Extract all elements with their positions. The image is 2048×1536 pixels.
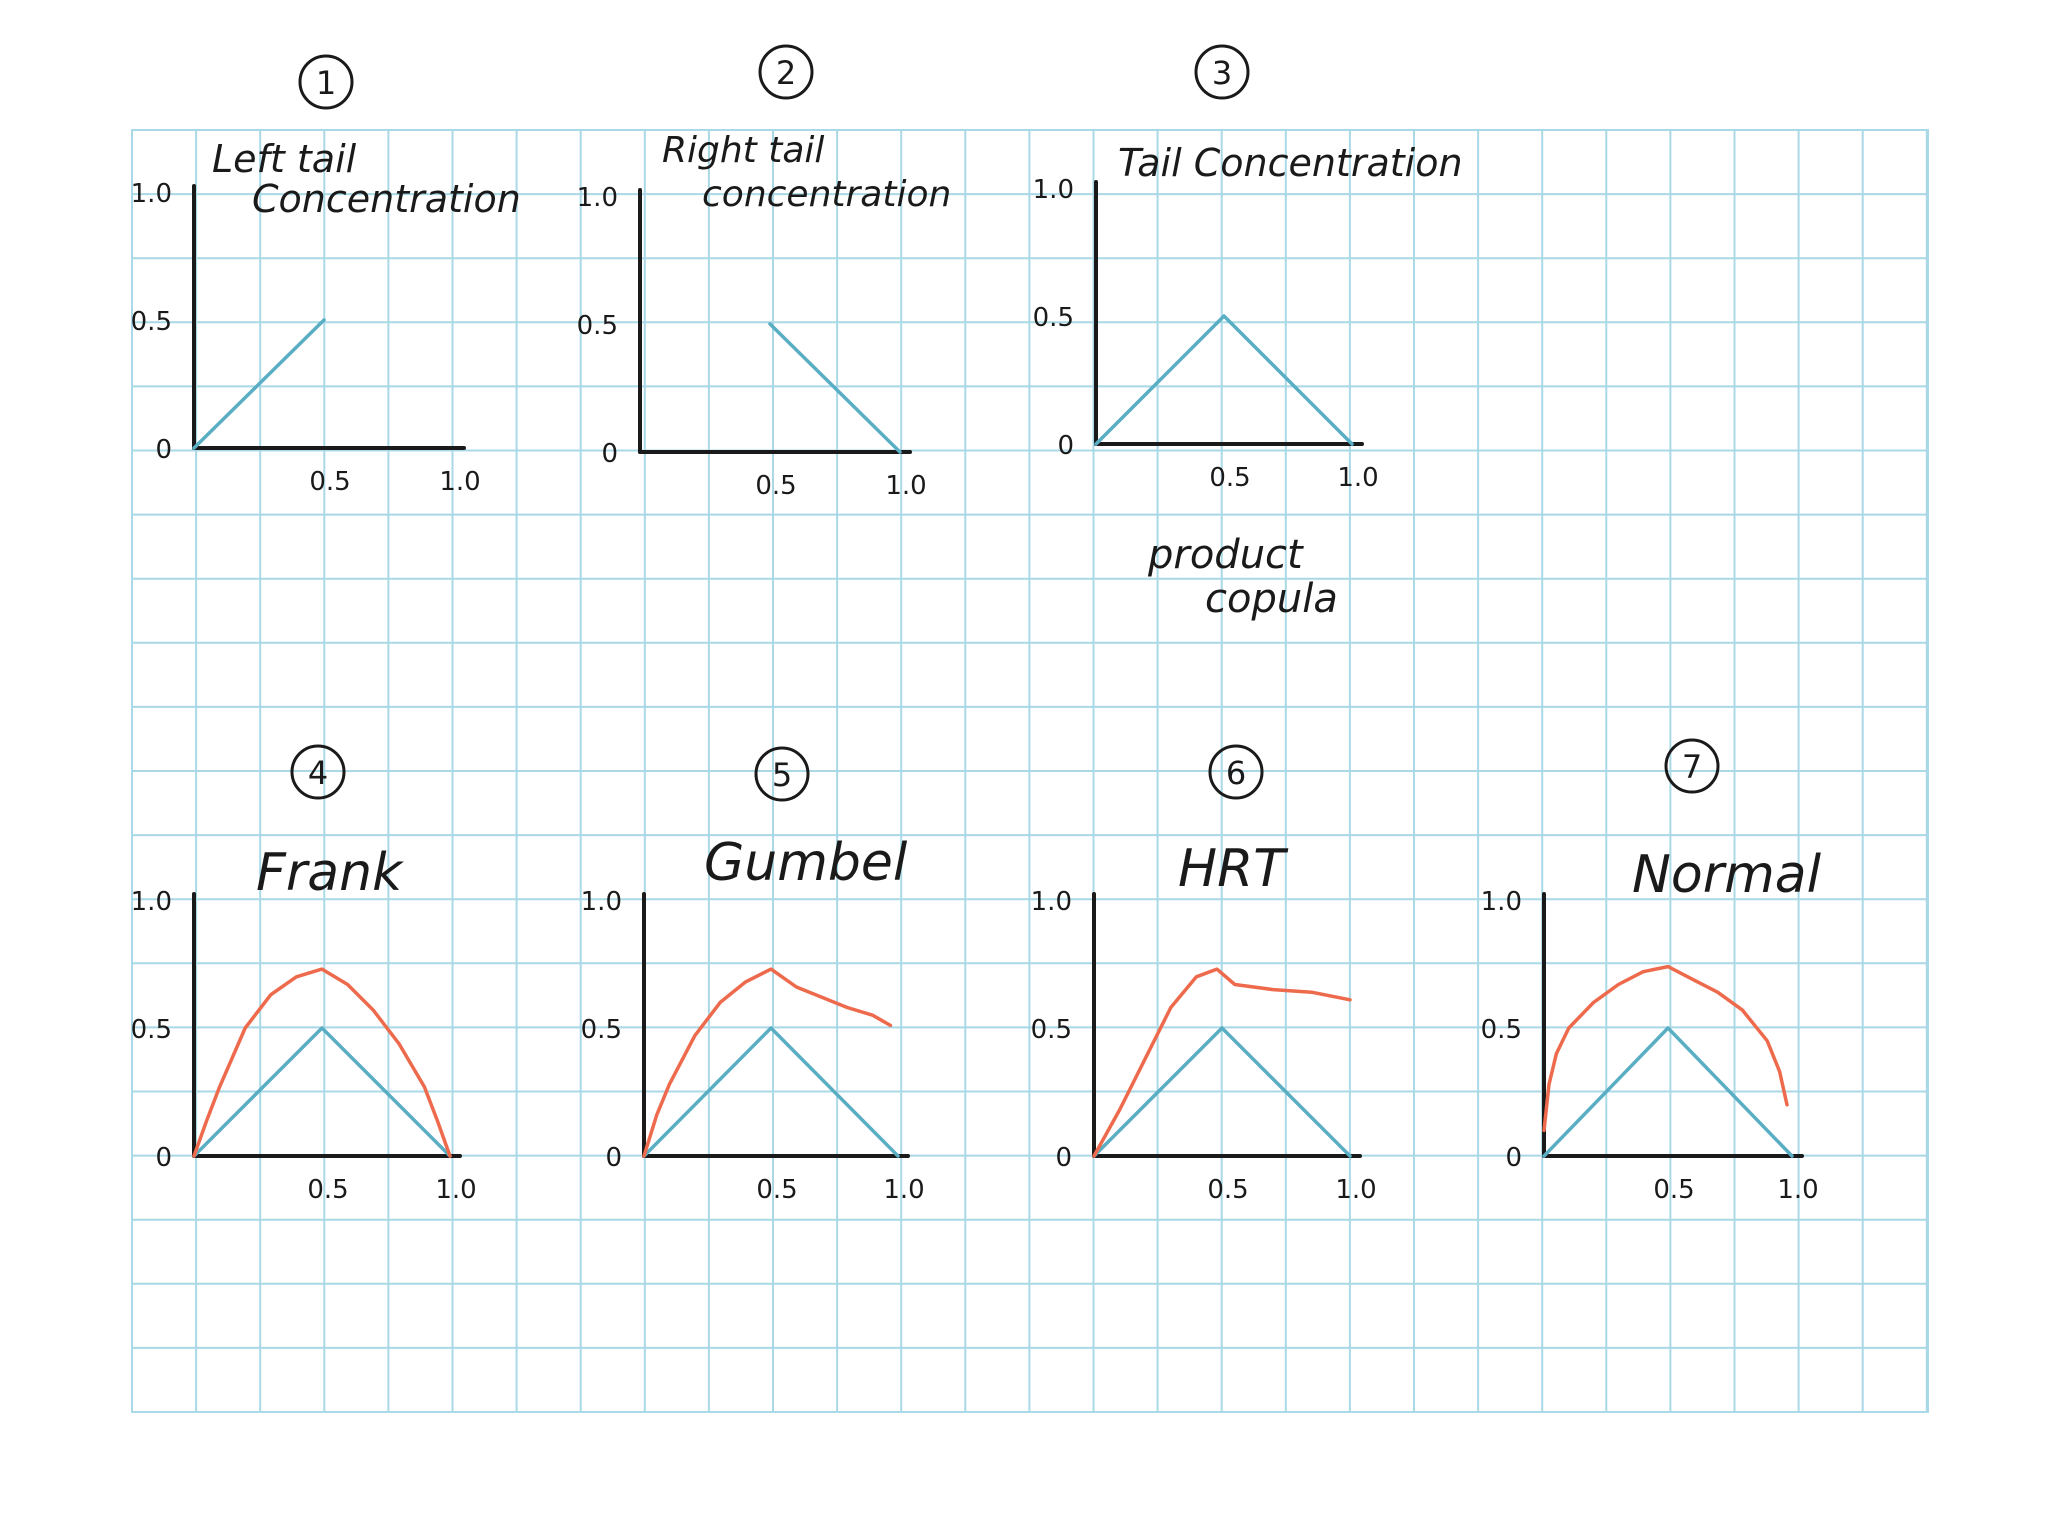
panel-number-circle [290, 744, 346, 800]
panel-number-circle [298, 54, 354, 110]
x-tick-label: 0.5 [1209, 463, 1250, 493]
chart-title: HRT [1178, 839, 1289, 899]
product-copula-line [642, 1026, 900, 1158]
panel-number: 4 [308, 754, 328, 792]
x-tick-label: 1.0 [435, 1175, 476, 1205]
copula-curve [1092, 967, 1352, 1158]
grid-border [131, 129, 1929, 1413]
x-tick-label: 0.5 [756, 1175, 797, 1205]
panel-number-circle [1664, 738, 1720, 794]
copula-curve [192, 967, 452, 1158]
x-tick-label: 1.0 [885, 471, 926, 501]
panel-number: 2 [776, 54, 796, 92]
y-tick-label: 1.0 [131, 179, 172, 209]
y-tick-label: 0 [155, 435, 172, 465]
copula-curve [642, 967, 893, 1158]
y-tick-label: 0 [601, 439, 618, 469]
panel-number: 7 [1682, 748, 1702, 786]
chart-panel-7: 7 Normal 0 0.5 1.0 0.5 1.0 [1481, 738, 1822, 1205]
chart-title-line2: Concentration [252, 177, 521, 221]
product-copula-note-line2: copula [1205, 576, 1338, 622]
panel-number: 1 [316, 64, 336, 102]
panel-number: 5 [772, 756, 792, 794]
y-tick-label: 0.5 [1033, 303, 1074, 333]
product-copula-line [1094, 314, 1354, 446]
y-tick-label: 0.5 [1481, 1015, 1522, 1045]
chart-title: Gumbel [704, 833, 908, 893]
x-tick-label: 0.5 [755, 471, 796, 501]
y-tick-label: 0.5 [1031, 1015, 1072, 1045]
chart-title: Normal [1632, 845, 1822, 905]
y-tick-label: 0 [1057, 431, 1074, 461]
chart-title-line2: concentration [702, 174, 951, 215]
y-tick-label: 0 [155, 1143, 172, 1173]
y-tick-label: 0.5 [577, 311, 618, 341]
chart-title: Frank [256, 843, 404, 903]
chart-panel-5: 5 Gumbel 0 0.5 1.0 0.5 1.0 [581, 746, 925, 1205]
copula-curve [1542, 964, 1789, 1133]
x-tick-label: 0.5 [1653, 1175, 1694, 1205]
y-tick-label: 0 [1505, 1143, 1522, 1173]
y-tick-label: 0.5 [131, 1015, 172, 1045]
y-tick-label: 1.0 [131, 887, 172, 917]
y-tick-label: 1.0 [581, 887, 622, 917]
y-tick-label: 0.5 [581, 1015, 622, 1045]
x-tick-label: 1.0 [439, 467, 480, 497]
chart-title: Left tail [212, 137, 357, 181]
panel-number-circle [754, 746, 810, 802]
chart-panel-4: 4 Frank 0 0.5 1.0 0.5 1.0 [131, 744, 477, 1205]
y-tick-label: 0 [1055, 1143, 1072, 1173]
product-copula-line [1542, 1026, 1794, 1158]
y-tick-label: 0.5 [131, 307, 172, 337]
panel-number-circle [1194, 44, 1250, 100]
y-tick-label: 1.0 [1033, 175, 1074, 205]
x-tick-label: 1.0 [1777, 1175, 1818, 1205]
x-tick-label: 0.5 [307, 1175, 348, 1205]
chart-panel-3: 3 Tail Concentration 0 0.5 1.0 0.5 1.0 [1033, 44, 1463, 493]
y-tick-label: 0 [605, 1143, 622, 1173]
x-tick-label: 1.0 [1335, 1175, 1376, 1205]
chart-title: Tail Concentration [1118, 141, 1463, 185]
grid-lines [131, 129, 1929, 1413]
y-tick-label: 1.0 [577, 183, 618, 213]
product-copula-line [192, 1026, 452, 1158]
product-copula-line [192, 318, 326, 450]
x-tick-label: 1.0 [883, 1175, 924, 1205]
chart-panel-6: 6 HRT 0 0.5 1.0 0.5 1.0 [1031, 744, 1377, 1205]
x-tick-label: 0.5 [309, 467, 350, 497]
product-copula-line [1092, 1026, 1352, 1158]
y-tick-label: 1.0 [1031, 887, 1072, 917]
panel-number-circle [758, 44, 814, 100]
x-tick-label: 0.5 [1207, 1175, 1248, 1205]
product-copula-note-line1: product [1147, 532, 1304, 578]
panel-number: 6 [1226, 754, 1246, 792]
chart-title: Right tail [662, 130, 824, 171]
panel-number-circle [1208, 744, 1264, 800]
x-tick-label: 1.0 [1337, 463, 1378, 493]
panel-number: 3 [1212, 54, 1232, 92]
annotations: product copula [1147, 532, 1338, 622]
product-copula-line [768, 322, 902, 454]
y-tick-label: 1.0 [1481, 887, 1522, 917]
